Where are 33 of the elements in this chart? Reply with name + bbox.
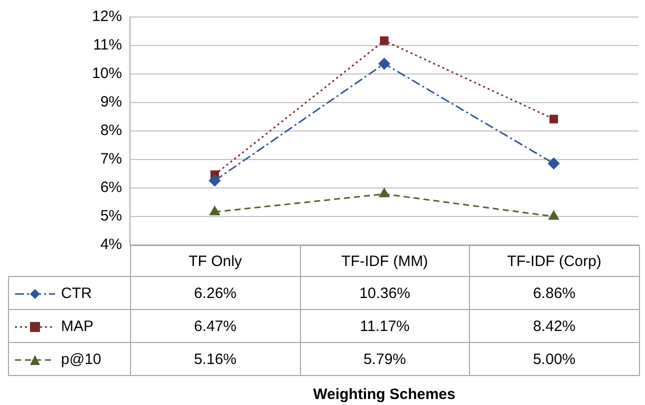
legend-label: CTR <box>8 276 130 310</box>
data-label: 11.17% <box>300 310 470 342</box>
data-label: 6.47% <box>130 310 300 342</box>
point <box>378 58 390 70</box>
data-label: 5.16% <box>130 342 300 376</box>
data-label: 5.00% <box>470 342 639 376</box>
y-tick-label: 10% <box>92 65 122 82</box>
y-tick-label: 11% <box>93 36 122 54</box>
x-tick-label: TF-IDF (Corp) <box>470 246 639 276</box>
text: Weighting Schemes <box>312 386 456 403</box>
y-tick-label: 12% <box>92 8 122 26</box>
y-tick-label: 9% <box>100 94 122 111</box>
legend-label: MAP <box>8 310 130 342</box>
legend-label: p@10 <box>8 342 130 376</box>
y-tick-label: 7% <box>100 150 122 168</box>
data-label: 6.86% <box>470 276 639 310</box>
data-label: 10.36% <box>300 276 470 310</box>
point <box>210 206 220 216</box>
y-tick-label: 4% <box>100 236 122 254</box>
point <box>380 36 389 45</box>
y-tick-label: 5% <box>100 208 122 225</box>
y-tick-label: 6% <box>100 179 122 196</box>
x-tick-label: TF Only <box>130 246 300 276</box>
data-label: 5.79% <box>300 342 470 376</box>
x-tick-label: TF-IDF (MM) <box>300 246 470 276</box>
data-label: 6.26% <box>130 276 300 310</box>
point <box>549 114 558 124</box>
y-tick-label: 8% <box>100 122 122 140</box>
point <box>209 174 220 186</box>
point <box>379 188 390 198</box>
data-label: 8.42% <box>470 310 639 342</box>
point <box>548 210 559 220</box>
point <box>548 158 560 170</box>
